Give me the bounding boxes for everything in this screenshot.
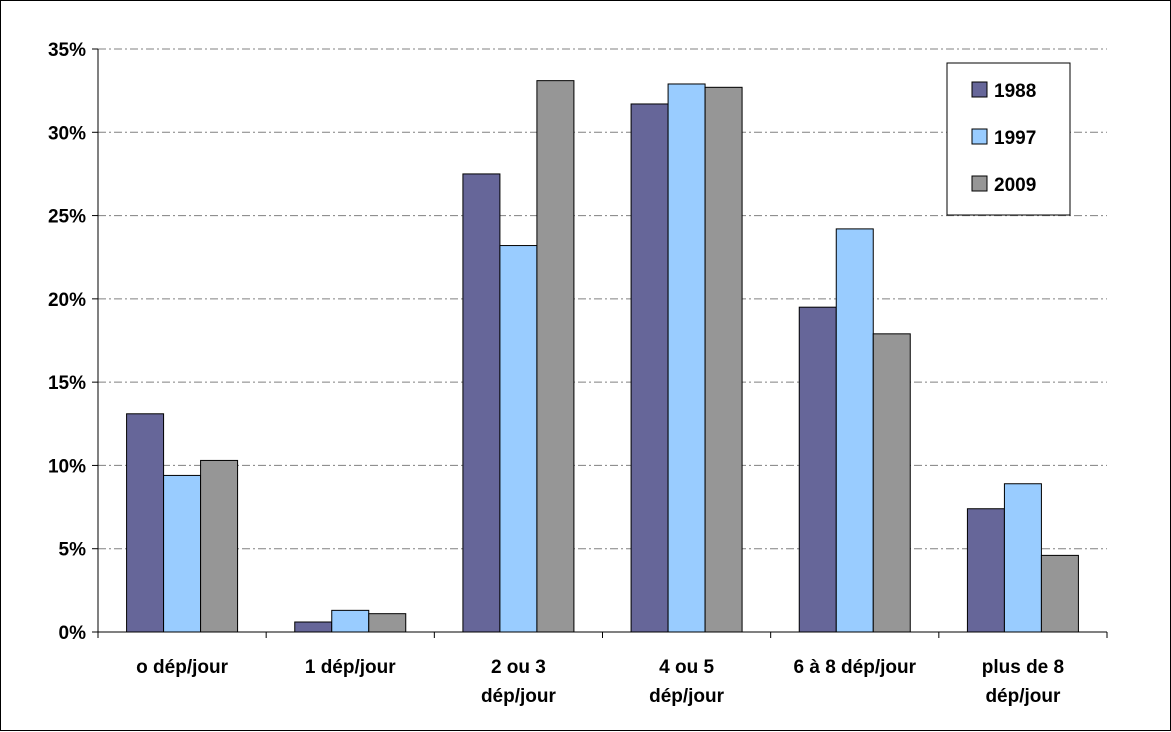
bar-2009-4 bbox=[872, 333, 911, 633]
bar-1997-1 bbox=[331, 609, 370, 633]
legend-label-1997: 1997 bbox=[994, 128, 1036, 149]
x-tick-label: dép/jour bbox=[481, 686, 557, 707]
bar-1988-1 bbox=[294, 621, 333, 633]
legend-label-2009: 2009 bbox=[994, 175, 1036, 196]
bar-2009-1 bbox=[368, 613, 407, 633]
x-tick-label: 1 dép/jour bbox=[305, 657, 396, 678]
bar-1988-0 bbox=[126, 413, 165, 633]
bar-1988-3 bbox=[630, 103, 669, 633]
y-tick-label: 20% bbox=[48, 290, 86, 311]
x-tick-label: dép/jour bbox=[985, 686, 1061, 707]
x-tick-label: 2 ou 3 bbox=[491, 657, 546, 678]
x-tick-label: dép/jour bbox=[649, 686, 725, 707]
legend-swatch-1988 bbox=[971, 81, 988, 98]
bar-2009-3 bbox=[704, 86, 743, 633]
bar-2009-2 bbox=[536, 80, 575, 633]
x-tick-label: plus de 8 bbox=[982, 657, 1064, 678]
x-tick-label: 4 ou 5 bbox=[659, 657, 714, 678]
bar-1988-5 bbox=[966, 508, 1005, 633]
bars bbox=[126, 80, 1079, 633]
legend-swatch-1997 bbox=[971, 128, 988, 145]
y-tick-label: 0% bbox=[59, 623, 87, 644]
bar-1997-3 bbox=[667, 83, 706, 633]
y-tick-label: 15% bbox=[48, 373, 86, 394]
y-tick-label: 30% bbox=[48, 123, 86, 144]
legend-box bbox=[946, 62, 1071, 216]
bar-1997-4 bbox=[835, 228, 874, 633]
bar-2009-5 bbox=[1040, 554, 1079, 633]
bar-1988-2 bbox=[462, 173, 501, 633]
legend-swatch-2009 bbox=[971, 175, 988, 192]
bar-1997-0 bbox=[163, 474, 202, 633]
legend-label-1988: 1988 bbox=[994, 81, 1036, 102]
y-tick-labels: 0% 5% 10% 15% 20% 25% 30% 35% bbox=[48, 40, 86, 644]
legend: 1988 1997 2009 bbox=[946, 62, 1071, 216]
bar-2009-0 bbox=[200, 459, 239, 633]
bar-1997-2 bbox=[499, 245, 538, 633]
x-tick-label: o dép/jour bbox=[136, 657, 228, 678]
y-tick-label: 10% bbox=[48, 456, 86, 477]
y-tick-label: 5% bbox=[59, 540, 87, 561]
bar-1988-4 bbox=[798, 306, 837, 633]
y-tick-label: 35% bbox=[48, 40, 86, 61]
category-labels: o dép/jour 1 dép/jour 2 ou 3 dép/jour 4 ou 5… bbox=[136, 657, 1064, 707]
axes bbox=[92, 48, 1108, 638]
x-tick-label: 6 à 8 dép/jour bbox=[794, 657, 917, 678]
bar-1997-5 bbox=[1003, 483, 1042, 633]
y-tick-label: 25% bbox=[48, 207, 86, 228]
